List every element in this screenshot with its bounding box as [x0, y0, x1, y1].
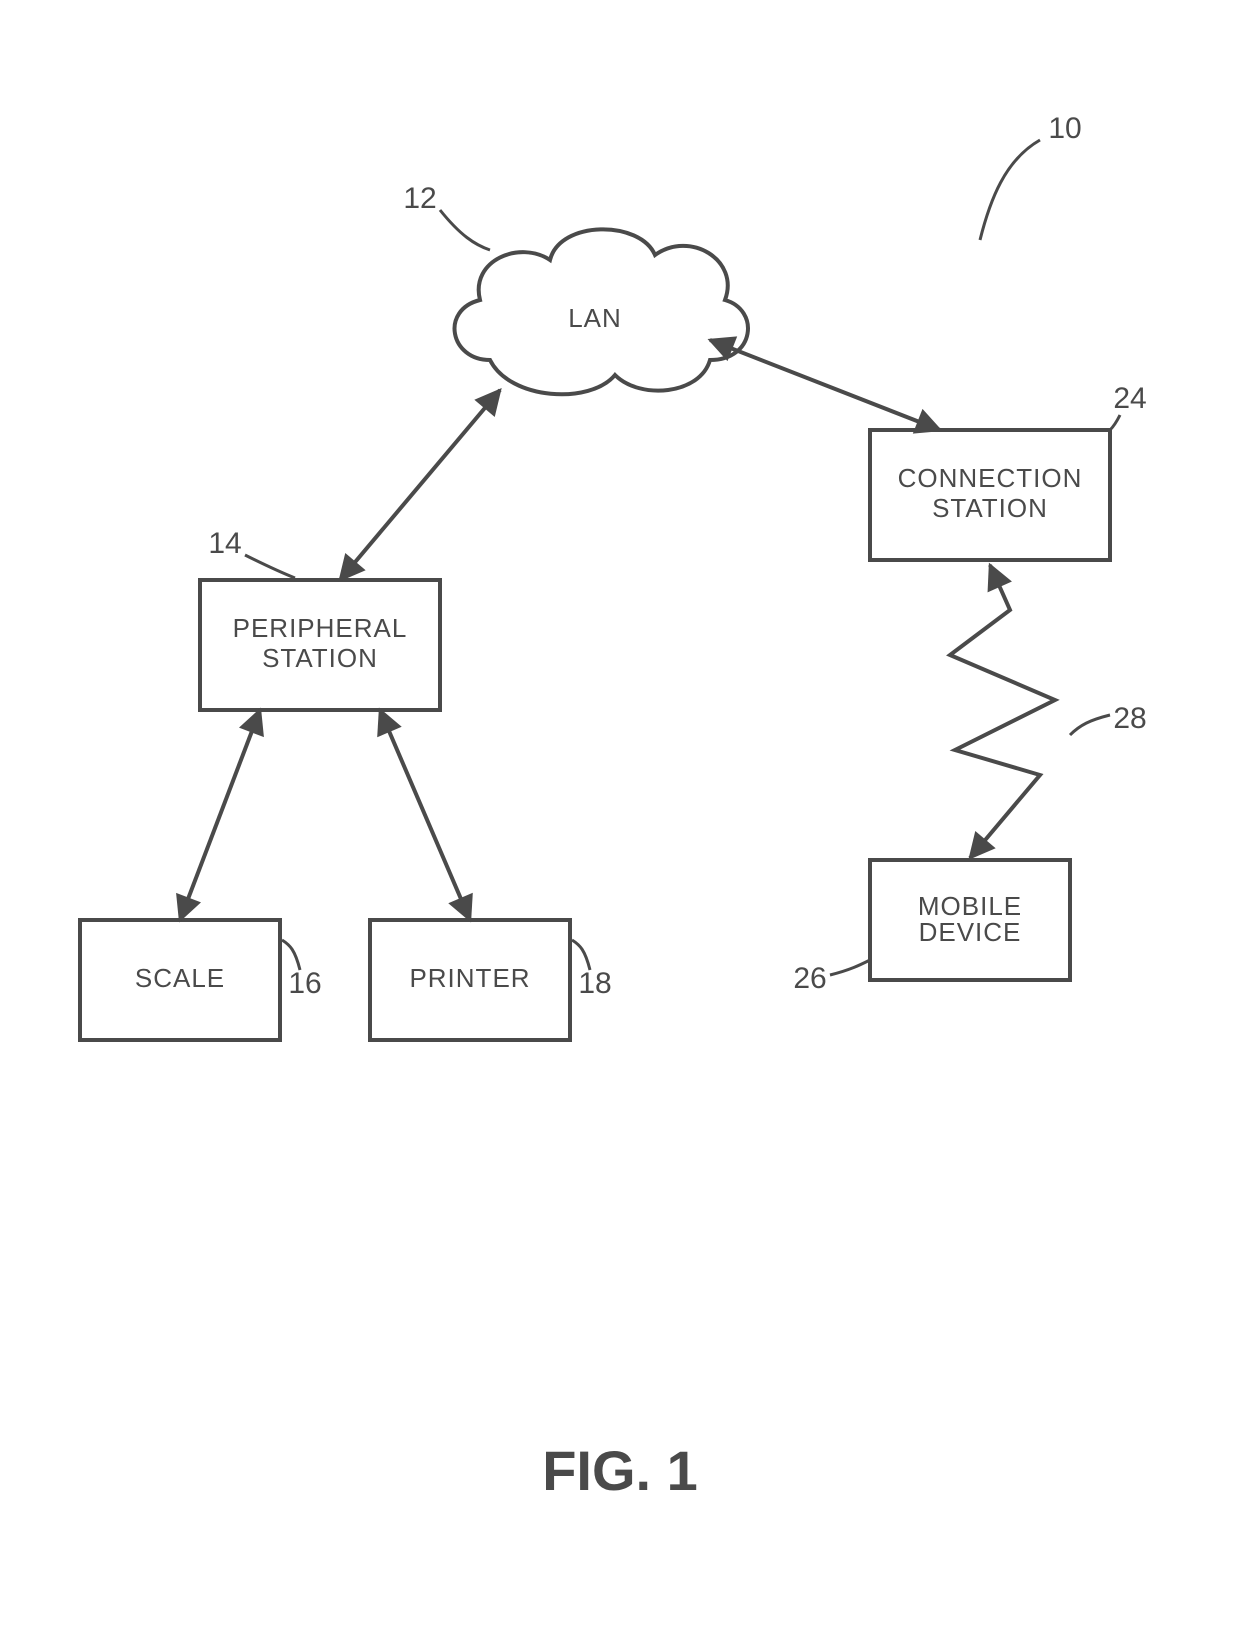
figure-caption: FIG. 1 — [542, 1439, 698, 1502]
printer-label: PRINTER — [409, 963, 530, 993]
connector — [710, 340, 940, 430]
ref-14: 14 — [208, 527, 241, 560]
ref-18: 18 — [578, 967, 611, 1000]
peripheral-label-l2: STATION — [262, 643, 378, 673]
ref-26: 26 — [793, 962, 826, 995]
ref-28: 28 — [1113, 702, 1146, 735]
ref-12: 12 — [403, 182, 436, 215]
peripheral-node: PERIPHERAL STATION — [200, 580, 440, 710]
connector — [180, 710, 260, 920]
ref-leader-16 — [282, 940, 300, 970]
connection-node: CONNECTION STATION — [870, 430, 1110, 560]
ref-leader-12 — [440, 210, 490, 250]
lan-node: LAN — [455, 229, 748, 394]
wireless-link-icon — [950, 565, 1055, 858]
ref-leader-24 — [1110, 415, 1120, 430]
ref-leaders — [245, 140, 1120, 975]
ref-leader-18 — [572, 940, 590, 970]
ref-leader-28 — [1070, 715, 1110, 735]
ref-leader-26 — [830, 960, 870, 975]
peripheral-label-l1: PERIPHERAL — [233, 613, 408, 643]
ref-24: 24 — [1113, 382, 1146, 415]
connection-label-l1: CONNECTION — [898, 463, 1083, 493]
ref-leader-14 — [245, 555, 295, 578]
scale-label: SCALE — [135, 963, 225, 993]
mobile-node: MOBILE DEVICE — [870, 860, 1070, 980]
printer-node: PRINTER — [370, 920, 570, 1040]
ref-leader-10 — [980, 140, 1040, 240]
ref-16: 16 — [288, 967, 321, 1000]
connector — [380, 710, 470, 920]
connection-label-l2: STATION — [932, 493, 1048, 523]
scale-node: SCALE — [80, 920, 280, 1040]
lan-label: LAN — [568, 303, 622, 333]
ref-10: 10 — [1048, 112, 1081, 145]
connector — [340, 390, 500, 580]
mobile-label-l2: DEVICE — [919, 917, 1022, 947]
